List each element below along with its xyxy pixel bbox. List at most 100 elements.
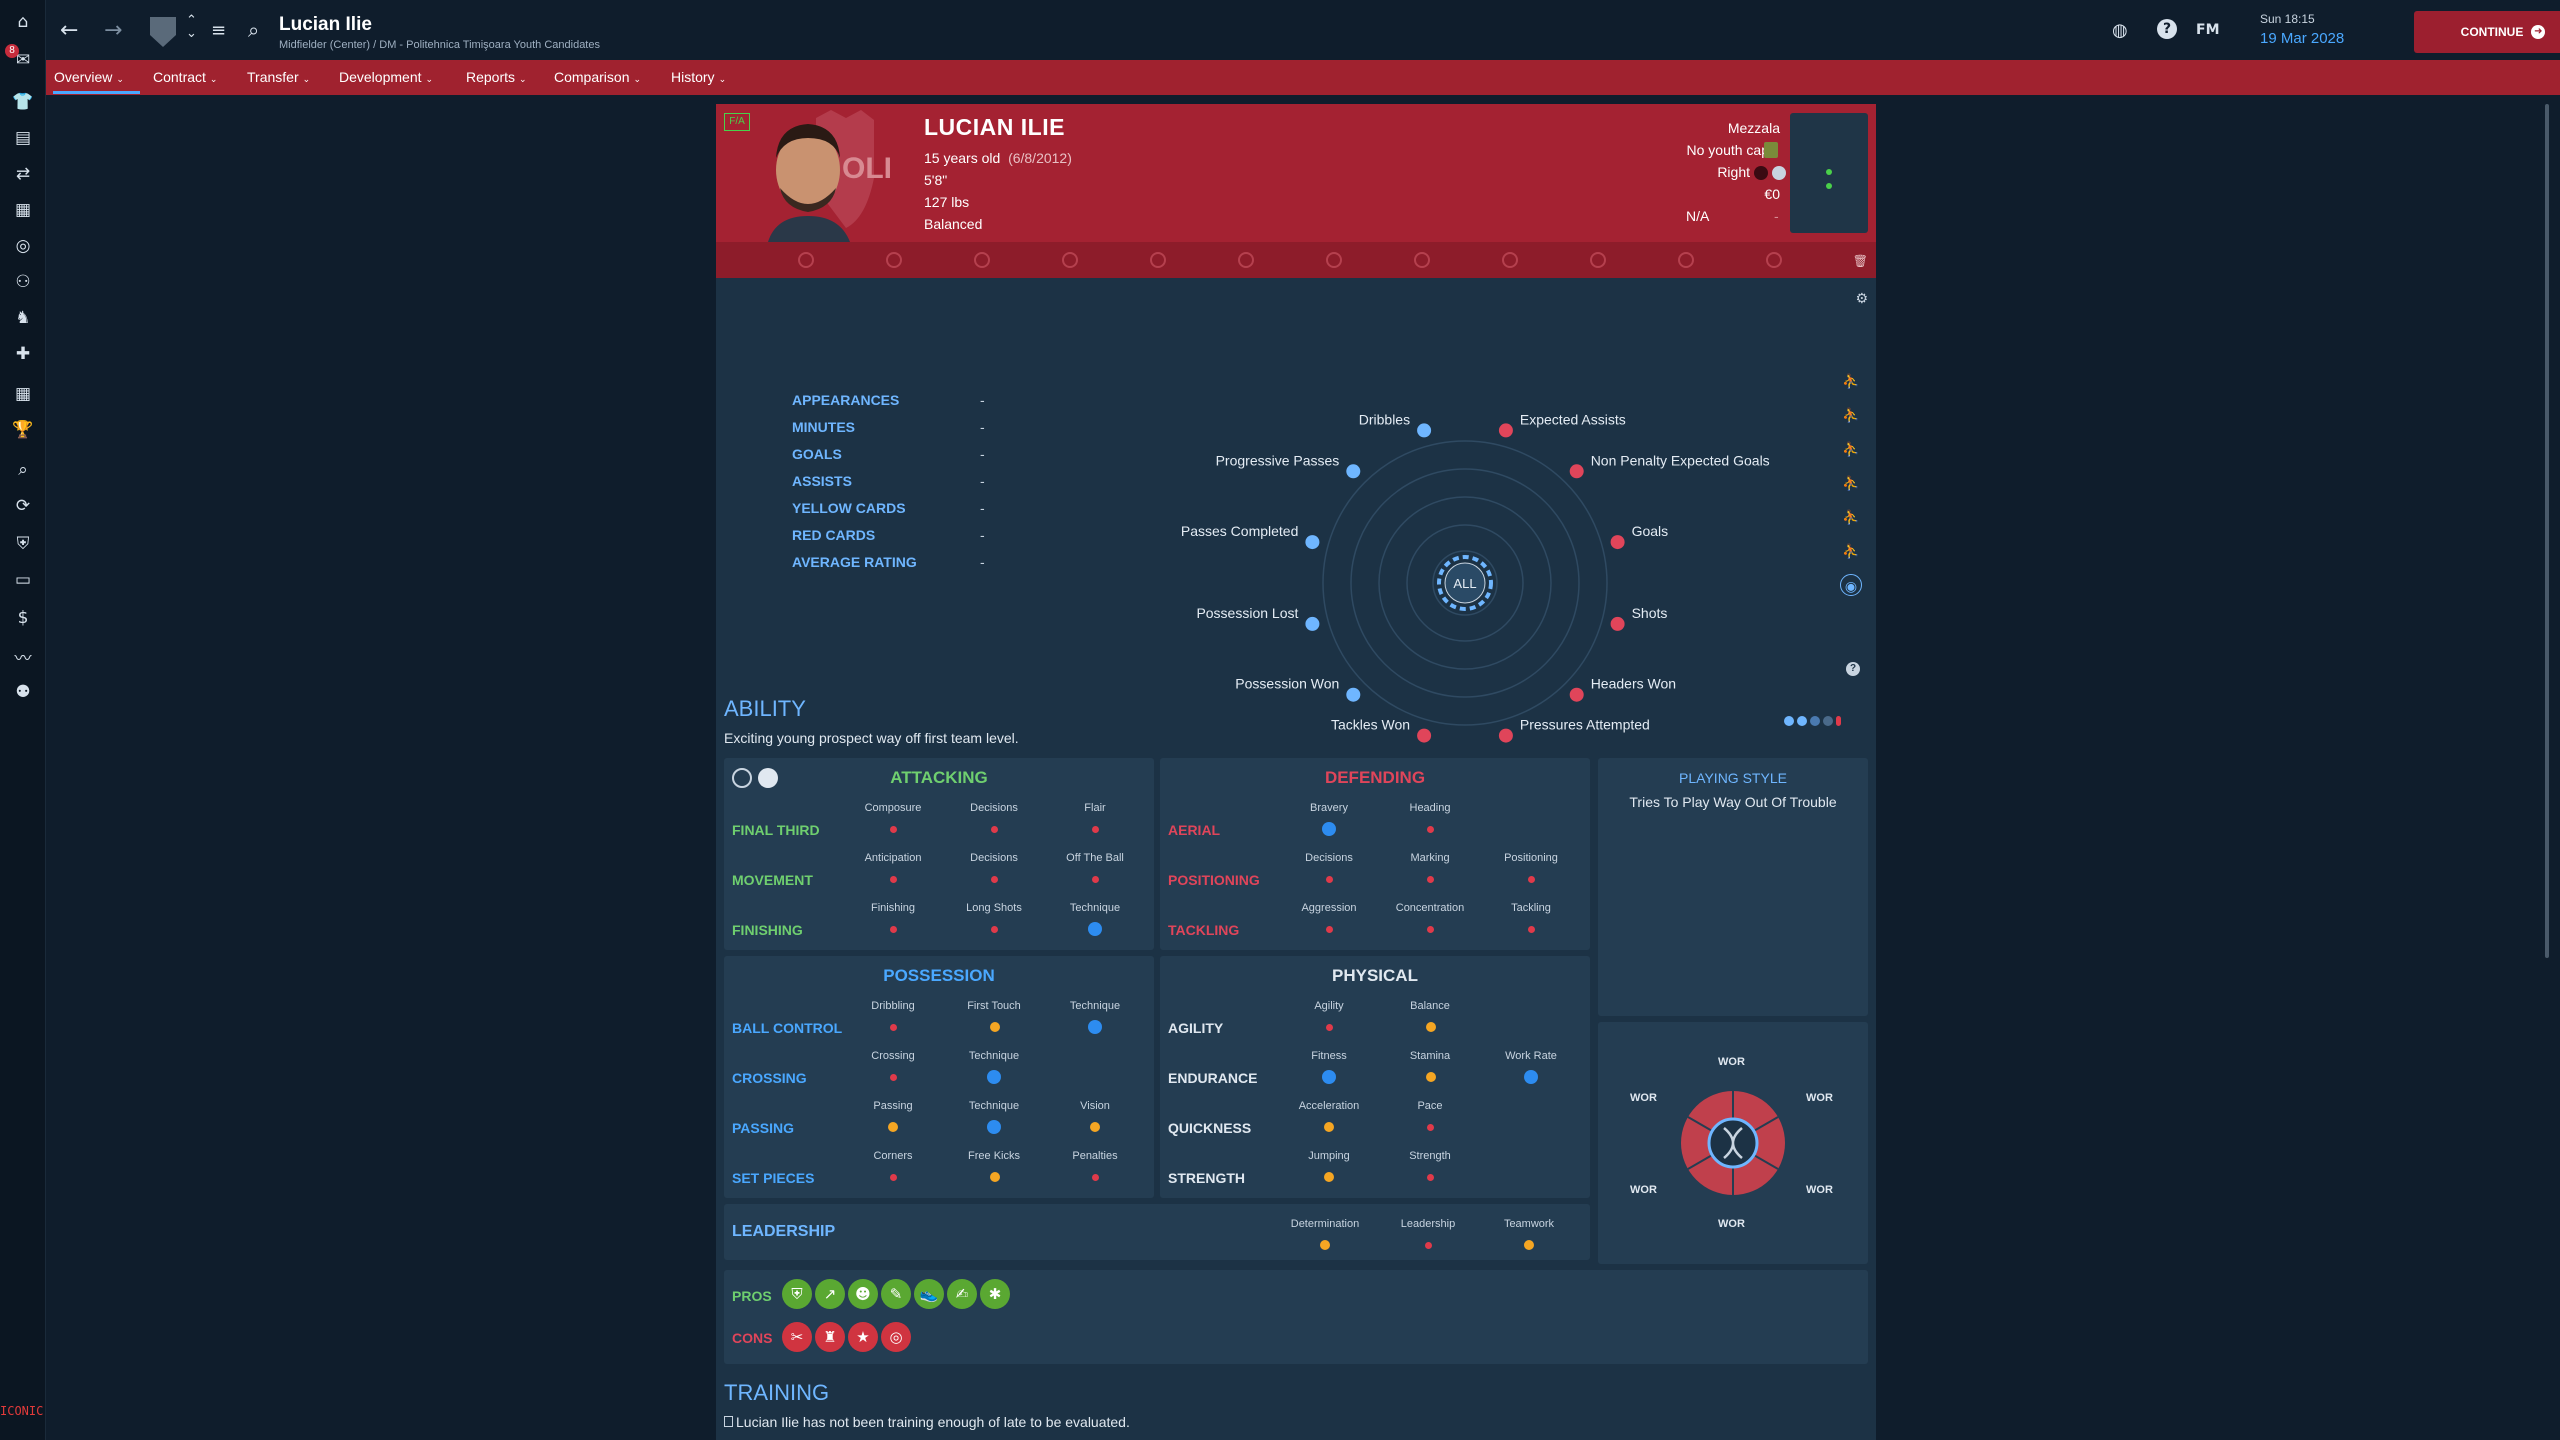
radar-point[interactable] bbox=[1610, 535, 1625, 550]
radar-filter-icon[interactable]: ⛹ bbox=[1842, 441, 1860, 457]
action-icon[interactable] bbox=[1414, 252, 1430, 268]
attr-dot[interactable] bbox=[1528, 876, 1535, 883]
radar-point[interactable] bbox=[1346, 687, 1361, 702]
tactics-icon[interactable]: ▤ bbox=[14, 128, 32, 148]
attr-dot[interactable] bbox=[1326, 876, 1333, 883]
staff-icon[interactable]: ◎ bbox=[15, 236, 31, 256]
radar-filter-icon[interactable]: ⛹ bbox=[1842, 407, 1860, 423]
competitions-icon[interactable]: 🏆 bbox=[12, 420, 34, 440]
attr-dot[interactable] bbox=[991, 876, 998, 883]
attr-dot[interactable] bbox=[1320, 1240, 1330, 1250]
tab-contract[interactable]: Contract ⌄ bbox=[153, 69, 218, 85]
attr-dot[interactable] bbox=[1088, 1020, 1102, 1034]
forward-arrow-icon[interactable]: → bbox=[104, 18, 123, 43]
radar-filter-icon[interactable]: ⛹ bbox=[1842, 543, 1860, 559]
action-icon[interactable] bbox=[1238, 252, 1254, 268]
radar-point[interactable] bbox=[1305, 616, 1320, 631]
finances-icon[interactable]: $ bbox=[17, 608, 29, 628]
attr-dot[interactable] bbox=[1427, 1124, 1434, 1131]
trend-up-icon[interactable]: ↗ bbox=[815, 1279, 845, 1309]
attr-dot[interactable] bbox=[1324, 1122, 1334, 1132]
help-icon[interactable]: ? bbox=[2157, 19, 2177, 39]
search-icon[interactable]: ⌕ bbox=[18, 460, 28, 480]
data-hub-icon[interactable]: ▦ bbox=[14, 200, 32, 220]
attr-dot[interactable] bbox=[890, 1024, 897, 1031]
attr-dot[interactable] bbox=[1524, 1070, 1538, 1084]
action-icon[interactable] bbox=[974, 252, 990, 268]
attr-dot[interactable] bbox=[890, 826, 897, 833]
radar-point[interactable] bbox=[1498, 728, 1513, 743]
fm-menu-button[interactable]: FM bbox=[2196, 22, 2220, 38]
continue-button[interactable]: CONTINUE ➜ bbox=[2414, 11, 2560, 53]
dynamics-icon[interactable]: ⇄ bbox=[15, 164, 31, 184]
attr-dot[interactable] bbox=[1090, 1122, 1100, 1132]
action-icon[interactable] bbox=[1678, 252, 1694, 268]
radar-filter-all-icon[interactable]: ◉ bbox=[1840, 574, 1862, 596]
attr-dot[interactable] bbox=[991, 926, 998, 933]
report-icon[interactable]: ⚉ bbox=[15, 682, 31, 702]
globe-icon[interactable]: ◍ bbox=[2112, 20, 2128, 41]
tab-comparison[interactable]: Comparison ⌄ bbox=[554, 69, 642, 85]
attr-dot[interactable] bbox=[1425, 1242, 1432, 1249]
attr-dot[interactable] bbox=[890, 1074, 897, 1081]
tab-transfer[interactable]: Transfer ⌄ bbox=[247, 69, 311, 85]
attr-dot[interactable] bbox=[1427, 926, 1434, 933]
attr-dot[interactable] bbox=[1427, 876, 1434, 883]
attr-dot[interactable] bbox=[1528, 926, 1535, 933]
radar-point[interactable] bbox=[1417, 423, 1432, 438]
tab-reports[interactable]: Reports ⌄ bbox=[466, 69, 527, 85]
inbox-icon[interactable]: ✉ bbox=[15, 50, 31, 70]
attr-dot[interactable] bbox=[1088, 922, 1102, 936]
help-icon[interactable]: ? bbox=[1846, 662, 1860, 676]
up-down-chevron-icon[interactable]: ⌃ ⌄ bbox=[186, 13, 197, 41]
radar-point[interactable] bbox=[1305, 535, 1320, 550]
date-display[interactable]: Sun 18:15 19 Mar 2028 bbox=[2260, 12, 2344, 47]
attr-dot[interactable] bbox=[1524, 1240, 1534, 1250]
radar-center-ring[interactable] bbox=[1437, 555, 1493, 611]
scissors-icon[interactable]: ✂ bbox=[782, 1322, 812, 1352]
tab-history[interactable]: History ⌄ bbox=[671, 69, 727, 85]
trash-icon[interactable]: 🗑 bbox=[1852, 254, 1868, 268]
action-icon[interactable] bbox=[1062, 252, 1078, 268]
head-icon[interactable]: ☻ bbox=[848, 1279, 878, 1309]
attr-dot[interactable] bbox=[890, 876, 897, 883]
menu-icon[interactable]: ≡ bbox=[211, 20, 227, 41]
brain-icon[interactable]: ✱ bbox=[980, 1279, 1010, 1309]
gear-icon[interactable]: ⚙ bbox=[1855, 290, 1868, 306]
attr-dot[interactable] bbox=[1427, 826, 1434, 833]
attr-dot[interactable] bbox=[1092, 826, 1099, 833]
attr-dot[interactable] bbox=[991, 826, 998, 833]
action-icon[interactable] bbox=[1150, 252, 1166, 268]
radar-point[interactable] bbox=[1610, 616, 1625, 631]
attr-dot[interactable] bbox=[1427, 1174, 1434, 1181]
target-icon[interactable]: ◎ bbox=[881, 1322, 911, 1352]
radar-point[interactable] bbox=[1498, 423, 1513, 438]
radar-point[interactable] bbox=[1569, 464, 1584, 479]
shield-icon[interactable]: ⛨ bbox=[782, 1279, 812, 1309]
attr-dot[interactable] bbox=[987, 1070, 1001, 1084]
boots-icon[interactable]: 👟 bbox=[914, 1279, 944, 1309]
attr-dot[interactable] bbox=[1322, 822, 1336, 836]
attr-dot[interactable] bbox=[990, 1022, 1000, 1032]
attr-dot[interactable] bbox=[1426, 1022, 1436, 1032]
tab-overview[interactable]: Overview ⌄ bbox=[54, 69, 124, 85]
dev-centre-icon[interactable]: 〰 bbox=[14, 648, 32, 669]
radar-center-button[interactable] bbox=[1444, 562, 1486, 604]
radar-filter-icon[interactable]: ⛹ bbox=[1842, 509, 1860, 525]
attr-dot[interactable] bbox=[1426, 1072, 1436, 1082]
club-vision-icon[interactable]: ▭ bbox=[14, 570, 32, 590]
pencil-icon[interactable]: ✎ bbox=[881, 1279, 911, 1309]
schedule-icon[interactable]: ▦ bbox=[14, 384, 32, 404]
attr-dot[interactable] bbox=[1326, 1024, 1333, 1031]
scrollbar[interactable] bbox=[2545, 104, 2549, 958]
attr-dot[interactable] bbox=[1326, 926, 1333, 933]
notes-icon[interactable]: ✍ bbox=[947, 1279, 977, 1309]
star-icon[interactable]: ★ bbox=[848, 1322, 878, 1352]
attr-dot[interactable] bbox=[1324, 1172, 1334, 1182]
transfers-icon[interactable]: ⟳ bbox=[15, 496, 31, 516]
squad-icon[interactable]: 👕 bbox=[12, 92, 34, 112]
attr-dot[interactable] bbox=[890, 1174, 897, 1181]
attr-dot[interactable] bbox=[990, 1172, 1000, 1182]
radar-point[interactable] bbox=[1346, 464, 1361, 479]
back-arrow-icon[interactable]: ← bbox=[60, 18, 79, 43]
